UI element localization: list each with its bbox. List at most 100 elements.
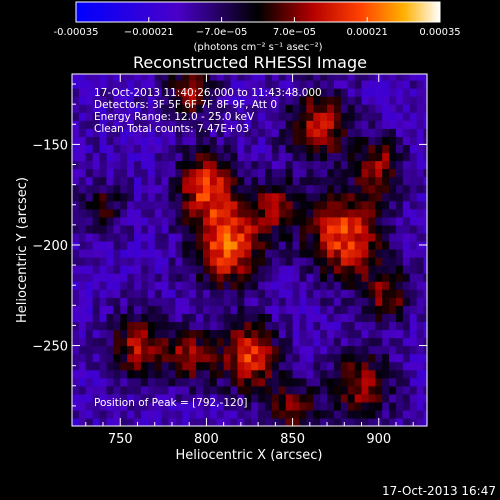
heatmap-cell	[258, 128, 266, 137]
heatmap-cell	[395, 329, 404, 339]
heatmap-cell	[120, 297, 128, 306]
heatmap-cell	[161, 369, 170, 379]
heatmap-cell	[292, 297, 301, 306]
heatmap-cell	[306, 361, 314, 371]
heatmap-cell	[120, 321, 128, 331]
heatmap-cell	[78, 345, 87, 355]
heatmap-cell	[320, 200, 328, 210]
heatmap-cell	[375, 289, 383, 298]
heatmap-cell	[265, 136, 273, 145]
heatmap-cell	[196, 313, 204, 323]
heatmap-cell	[292, 120, 301, 129]
heatmap-cell	[92, 96, 101, 105]
heatmap-cell	[230, 240, 239, 250]
heatmap-cell	[113, 337, 121, 347]
heatmap-cell	[313, 345, 321, 355]
heatmap-cell	[313, 176, 321, 186]
heatmap-cell	[154, 273, 163, 282]
heatmap-cell	[265, 80, 273, 89]
heatmap-cell	[265, 208, 273, 218]
heatmap-cell	[409, 144, 418, 154]
heatmap-cell	[237, 200, 245, 210]
heatmap-cell	[320, 385, 328, 395]
heatmap-cell	[230, 120, 239, 129]
heatmap-cell	[196, 80, 204, 89]
heatmap-cell	[154, 128, 163, 137]
heatmap-cell	[354, 160, 363, 170]
heatmap-cell	[147, 393, 156, 403]
heatmap-cell	[389, 401, 397, 411]
heatmap-cell	[299, 112, 307, 121]
heatmap-cell	[313, 313, 321, 323]
heatmap-cell	[85, 313, 94, 323]
heatmap-cell	[375, 385, 383, 395]
heatmap-cell	[223, 144, 232, 154]
heatmap-cell	[175, 168, 183, 178]
heatmap-cell	[285, 88, 294, 97]
heatmap-cell	[306, 289, 314, 298]
heatmap-cell	[154, 345, 163, 355]
heatmap-cell	[154, 353, 163, 363]
heatmap-cell	[395, 192, 404, 202]
heatmap-cell	[354, 224, 363, 234]
heatmap-cell	[395, 96, 404, 105]
heatmap-cell	[120, 200, 128, 210]
heatmap-cell	[230, 265, 239, 274]
heatmap-cell	[127, 329, 135, 339]
heatmap-cell	[92, 216, 101, 226]
heatmap-cell	[299, 80, 307, 89]
heatmap-cell	[202, 128, 211, 137]
heatmap-cell	[333, 200, 342, 210]
heatmap-cell	[265, 289, 273, 298]
heatmap-cell	[196, 176, 204, 186]
y-axis-title: Heliocentric Y (arcsec)	[15, 177, 30, 323]
heatmap-cell	[361, 176, 369, 186]
heatmap-cell	[423, 345, 428, 355]
heatmap-cell	[416, 353, 425, 363]
heatmap-cell	[85, 168, 94, 178]
colorbar-units-label: (photons cm⁻² s⁻¹ asec⁻²)	[193, 42, 322, 53]
heatmap-cell	[134, 321, 142, 331]
heatmap-cell	[127, 305, 135, 314]
heatmap-cell	[265, 216, 273, 226]
heatmap-cell	[306, 377, 314, 387]
heatmap-cell	[313, 265, 321, 274]
heatmap-cell	[347, 216, 356, 226]
heatmap-cell	[368, 96, 376, 105]
heatmap-cell	[85, 240, 94, 250]
heatmap-cell	[244, 144, 252, 154]
heatmap-cell	[154, 160, 163, 170]
heatmap-cell	[85, 401, 94, 411]
heatmap-cell	[402, 321, 411, 331]
heatmap-cell	[327, 393, 335, 403]
heatmap-cell	[168, 273, 176, 282]
heatmap-cell	[395, 289, 404, 298]
heatmap-cell	[189, 144, 197, 154]
heatmap-cell	[216, 240, 225, 250]
heatmap-cell	[120, 417, 128, 427]
heatmap-cell	[251, 385, 259, 395]
heatmap-cell	[299, 369, 307, 379]
heatmap-cell	[395, 160, 404, 170]
heatmap-cell	[258, 208, 266, 218]
heatmap-cell	[299, 329, 307, 339]
heatmap-cell	[416, 112, 425, 121]
heatmap-cell	[251, 184, 259, 194]
heatmap-cell	[92, 74, 101, 81]
heatmap-cell	[134, 337, 142, 347]
heatmap-cell	[78, 168, 87, 178]
heatmap-cell	[402, 152, 411, 162]
heatmap-cell	[244, 74, 252, 81]
heatmap-cell	[389, 136, 397, 145]
heatmap-cell	[368, 74, 376, 81]
heatmap-cell	[354, 192, 363, 202]
heatmap-cell	[175, 184, 183, 194]
heatmap-cell	[196, 120, 204, 129]
heatmap-cell	[409, 393, 418, 403]
heatmap-cell	[409, 321, 418, 331]
annotation-detectors: Detectors: 3F 5F 6F 7F 8F 9F, Att 0	[94, 99, 277, 111]
heatmap-cell	[395, 377, 404, 387]
heatmap-cell	[99, 104, 108, 113]
heatmap-cell	[333, 385, 342, 395]
heatmap-cell	[251, 160, 259, 170]
